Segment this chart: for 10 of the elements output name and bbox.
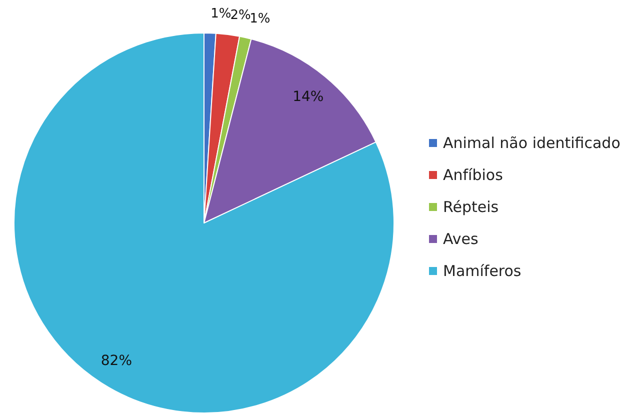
data-label: 1% bbox=[250, 12, 270, 27]
legend-label: Anfíbios bbox=[443, 166, 504, 184]
data-label: 1% bbox=[210, 6, 232, 22]
data-label: 14% bbox=[292, 89, 324, 106]
data-label: 2% bbox=[230, 8, 251, 24]
legend-label: Animal não identificado bbox=[443, 134, 620, 152]
data-label: 82% bbox=[100, 352, 132, 369]
legend-label: Mamíferos bbox=[443, 262, 522, 280]
legend-label: Aves bbox=[443, 230, 478, 248]
legend-label: Répteis bbox=[443, 198, 499, 216]
